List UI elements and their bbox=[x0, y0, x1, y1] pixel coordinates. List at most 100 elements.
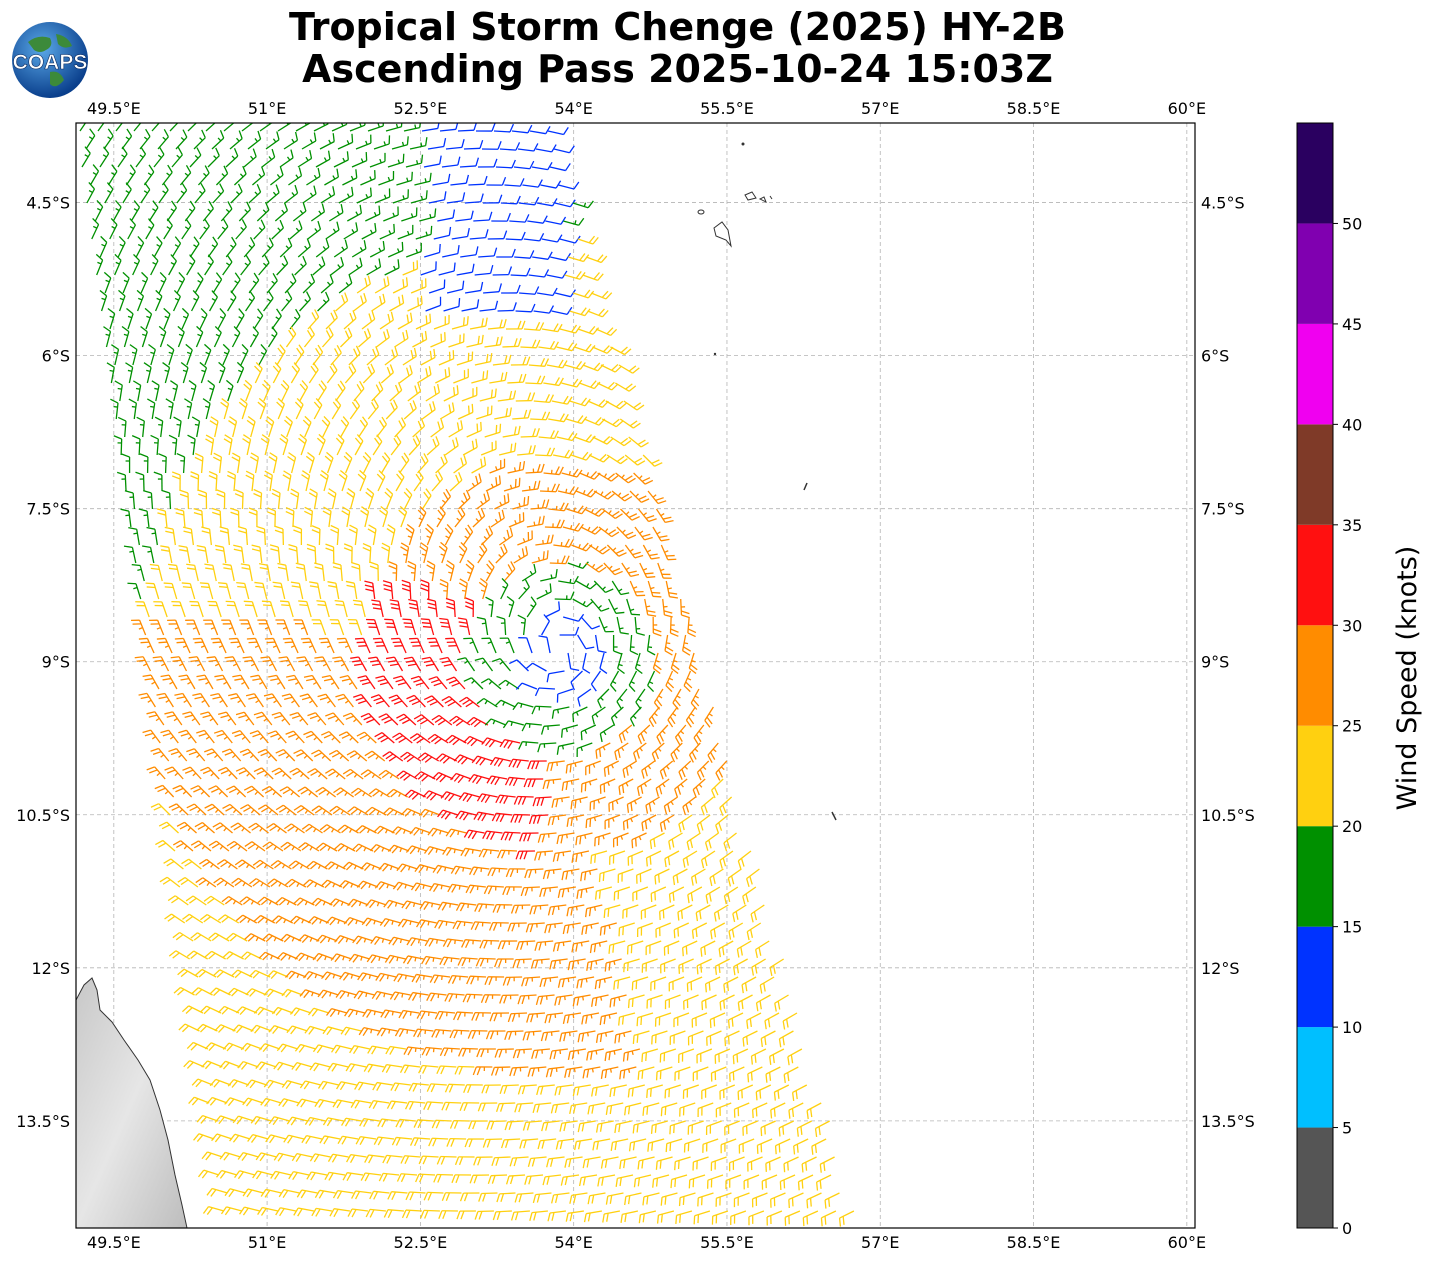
barb-staff bbox=[446, 200, 463, 204]
wind-barb bbox=[299, 380, 309, 402]
barb-feather bbox=[383, 588, 393, 592]
wind-barb bbox=[611, 490, 633, 502]
barb-feather bbox=[212, 822, 221, 828]
wind-barb bbox=[371, 381, 384, 402]
wind-barb bbox=[335, 693, 354, 708]
wind-barb bbox=[232, 674, 250, 690]
barb-staff bbox=[366, 266, 381, 276]
barb-half-feather bbox=[383, 141, 386, 146]
barb-staff bbox=[462, 446, 478, 456]
barb-staff bbox=[277, 403, 285, 420]
wind-barb bbox=[604, 814, 621, 830]
barb-feather bbox=[495, 813, 501, 822]
barb-feather bbox=[573, 575, 579, 584]
barb-feather bbox=[249, 456, 259, 462]
wind-barb bbox=[285, 730, 305, 744]
barb-half-feather bbox=[494, 518, 499, 523]
barb-feather bbox=[412, 400, 417, 409]
barb-half-feather bbox=[579, 798, 582, 803]
barb-staff bbox=[333, 247, 348, 258]
barb-feather bbox=[486, 775, 493, 784]
barb-feather bbox=[591, 625, 601, 630]
wind-barb bbox=[509, 659, 529, 672]
barb-feather bbox=[413, 347, 417, 357]
barb-staff bbox=[323, 475, 329, 492]
wind-barb bbox=[175, 508, 186, 528]
wind-barb bbox=[177, 325, 185, 348]
barb-staff bbox=[200, 457, 204, 474]
barb-feather bbox=[488, 560, 495, 568]
barb-feather bbox=[299, 433, 307, 441]
barb-feather bbox=[598, 399, 606, 407]
barb-feather bbox=[219, 308, 227, 316]
barb-half-feather bbox=[478, 553, 483, 557]
wind-barb bbox=[130, 200, 141, 222]
wind-barb bbox=[148, 200, 159, 222]
barb-feather bbox=[588, 325, 596, 334]
barb-feather bbox=[408, 598, 417, 602]
barb-feather bbox=[226, 785, 235, 791]
wind-barb bbox=[337, 824, 359, 834]
barb-staff bbox=[590, 292, 607, 300]
wind-barb bbox=[657, 562, 672, 579]
barb-staff bbox=[426, 529, 434, 546]
wind-barb bbox=[659, 814, 675, 832]
barb-half-feather bbox=[349, 736, 354, 741]
barb-feather bbox=[594, 416, 602, 425]
wind-barb bbox=[590, 598, 610, 612]
barb-staff bbox=[431, 478, 443, 492]
barb-feather bbox=[307, 451, 315, 459]
barb-feather bbox=[655, 497, 664, 501]
barb-staff bbox=[215, 173, 229, 186]
barb-staff bbox=[258, 350, 268, 366]
wind-barb bbox=[320, 186, 336, 204]
barb-staff bbox=[406, 751, 422, 762]
barb-feather bbox=[393, 700, 403, 705]
barb-half-feather bbox=[176, 154, 181, 159]
barb-feather bbox=[554, 430, 559, 439]
barb-feather bbox=[504, 355, 508, 364]
wind-barb bbox=[456, 263, 475, 276]
wind-barb bbox=[140, 182, 151, 204]
wind-barb bbox=[556, 432, 578, 442]
barb-staff bbox=[587, 310, 603, 318]
barb-feather bbox=[248, 511, 258, 516]
barb-feather bbox=[318, 789, 327, 795]
barb-staff bbox=[229, 138, 243, 150]
barb-feather bbox=[355, 345, 361, 354]
barb-half-feather bbox=[321, 755, 326, 759]
barb-feather bbox=[197, 272, 204, 280]
barb-staff bbox=[178, 656, 188, 672]
barb-staff bbox=[280, 583, 286, 600]
barb-feather bbox=[238, 714, 247, 719]
barb-staff bbox=[548, 418, 565, 423]
barb-feather bbox=[208, 474, 217, 480]
barb-feather bbox=[296, 656, 305, 659]
barb-staff bbox=[496, 812, 513, 816]
barb-feather bbox=[153, 471, 163, 476]
barb-half-feather bbox=[259, 827, 263, 832]
barb-feather bbox=[522, 373, 527, 383]
barb-feather bbox=[349, 752, 358, 759]
barb-half-feather bbox=[612, 680, 617, 684]
barb-staff bbox=[175, 136, 188, 150]
barb-half-feather bbox=[355, 211, 359, 216]
barb-feather bbox=[367, 528, 376, 534]
barb-staff bbox=[201, 510, 204, 528]
barb-feather bbox=[557, 323, 563, 332]
wind-barb bbox=[425, 296, 442, 312]
barb-feather bbox=[325, 768, 334, 774]
barb-staff bbox=[246, 439, 252, 456]
barb-staff bbox=[442, 753, 458, 762]
wind-barb bbox=[301, 470, 311, 492]
barb-half-feather bbox=[604, 528, 609, 533]
barb-half-feather bbox=[510, 721, 513, 726]
barb-half-feather bbox=[557, 815, 560, 821]
barb-feather bbox=[325, 547, 334, 552]
wind-barb bbox=[289, 308, 301, 330]
wind-barb bbox=[358, 328, 372, 348]
barb-feather bbox=[683, 685, 691, 693]
barb-feather bbox=[539, 233, 545, 242]
barb-staff bbox=[376, 336, 390, 348]
barb-half-feather bbox=[342, 157, 346, 162]
